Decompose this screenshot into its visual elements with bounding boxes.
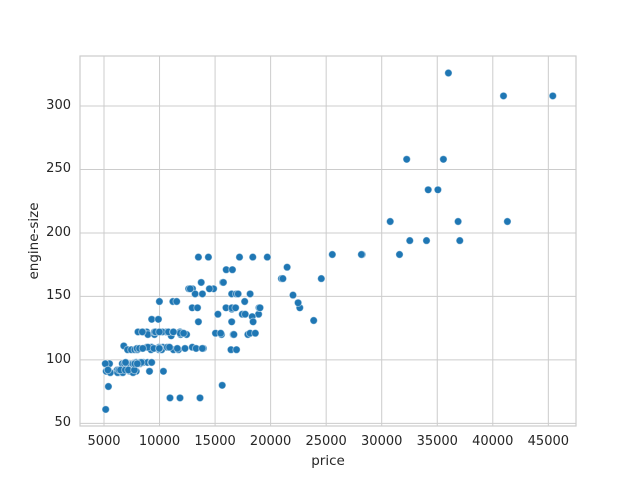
y-tick-label: 100	[46, 351, 71, 367]
x-tick-label: 10000	[138, 434, 181, 449]
data-point	[251, 329, 260, 338]
data-point	[455, 236, 464, 245]
data-point	[173, 344, 182, 353]
data-point	[121, 358, 130, 367]
data-point	[444, 68, 453, 78]
data-point	[229, 330, 239, 339]
data-point	[231, 303, 240, 312]
y-tick-label: 150	[46, 288, 71, 304]
data-point	[218, 381, 227, 390]
data-point	[103, 365, 113, 375]
data-point	[154, 315, 163, 324]
data-point	[548, 91, 557, 101]
plot-border	[79, 55, 577, 427]
data-point	[219, 278, 228, 287]
data-point	[133, 359, 142, 368]
data-point	[227, 317, 236, 326]
data-point	[424, 185, 433, 195]
data-point	[147, 358, 156, 367]
data-point	[145, 367, 154, 376]
data-point	[169, 327, 178, 337]
data-point	[453, 217, 463, 226]
data-point	[255, 303, 265, 312]
data-point	[138, 327, 147, 337]
x-tick-label: 25000	[305, 434, 347, 449]
data-point	[205, 284, 214, 293]
y-tick-label: 200	[46, 224, 71, 240]
data-point	[186, 284, 195, 293]
data-point	[155, 344, 164, 353]
data-point	[386, 217, 395, 226]
data-point	[309, 316, 318, 325]
data-point	[198, 344, 207, 353]
data-point	[405, 236, 414, 245]
data-point	[357, 250, 366, 259]
data-point	[138, 344, 148, 353]
data-point	[317, 274, 326, 283]
data-point	[395, 250, 404, 259]
data-point	[282, 263, 292, 272]
data-point	[195, 393, 205, 403]
data-point	[235, 252, 244, 262]
x-axis-title: price	[311, 453, 345, 469]
data-point	[240, 297, 249, 306]
x-tick-label: 5000	[87, 434, 121, 449]
data-point	[104, 382, 113, 391]
data-point	[172, 297, 181, 306]
data-point	[241, 310, 250, 319]
data-point	[155, 327, 164, 337]
y-tick-label: 250	[46, 161, 71, 177]
data-point	[216, 329, 225, 338]
data-point	[165, 343, 174, 352]
data-point	[293, 298, 303, 307]
data-point	[503, 217, 512, 226]
data-point	[194, 317, 203, 326]
x-tick-label: 45000	[527, 434, 570, 449]
data-point	[433, 185, 443, 195]
data-point	[439, 155, 448, 164]
data-point	[288, 290, 298, 300]
data-point	[180, 344, 190, 353]
data-point	[155, 297, 164, 306]
data-point	[179, 329, 188, 338]
data-point	[402, 155, 411, 164]
data-point	[328, 250, 337, 259]
x-tick-label: 20000	[249, 434, 292, 449]
data-point	[213, 310, 223, 319]
data-point	[101, 405, 110, 414]
data-point	[233, 289, 243, 299]
data-point	[204, 252, 213, 262]
y-tick-label: 300	[46, 98, 71, 113]
data-point	[175, 393, 185, 403]
data-point	[499, 91, 508, 101]
y-tick-label: 50	[54, 415, 71, 431]
data-point	[278, 274, 288, 283]
data-point	[245, 289, 255, 299]
y-axis-title: engine-size	[26, 202, 42, 280]
data-point	[422, 236, 431, 245]
x-tick-label: 35000	[416, 434, 458, 449]
x-tick-label: 15000	[194, 434, 236, 449]
data-point	[198, 289, 207, 299]
data-point	[165, 393, 175, 403]
data-point	[248, 252, 258, 262]
data-point	[194, 252, 203, 262]
data-point	[263, 252, 272, 262]
x-tick-label: 40000	[472, 434, 514, 449]
data-point	[228, 265, 237, 274]
data-point	[197, 278, 206, 287]
data-point	[232, 345, 241, 354]
data-point	[159, 367, 168, 376]
data-point	[248, 317, 258, 326]
x-tick-label: 30000	[361, 434, 403, 449]
data-point	[193, 303, 202, 312]
